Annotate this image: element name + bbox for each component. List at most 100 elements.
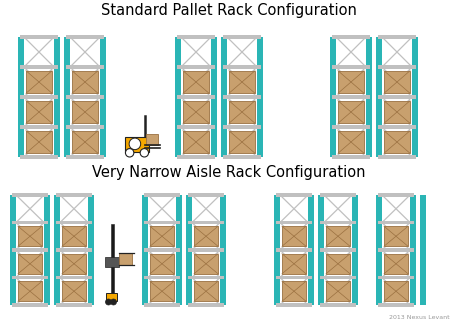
Bar	[20, 155, 58, 159]
Bar	[177, 125, 215, 129]
Text: Standard Pallet Rack Configuration: Standard Pallet Rack Configuration	[101, 3, 357, 18]
Bar	[56, 248, 92, 252]
Bar	[66, 35, 104, 39]
Bar	[183, 131, 209, 153]
Bar	[12, 276, 48, 279]
Bar	[378, 193, 414, 197]
Bar	[276, 248, 312, 252]
Bar	[378, 248, 414, 252]
Bar	[177, 155, 215, 159]
Bar	[338, 71, 364, 93]
Bar	[56, 221, 92, 224]
Bar	[384, 254, 408, 274]
Bar	[420, 195, 426, 305]
Bar	[320, 303, 356, 307]
Bar	[378, 221, 414, 224]
Bar	[384, 226, 408, 246]
Bar	[20, 65, 58, 69]
Bar	[384, 71, 410, 93]
Bar	[150, 254, 174, 274]
Bar	[188, 248, 224, 252]
Bar	[378, 35, 416, 39]
Bar	[188, 303, 224, 307]
Bar	[211, 37, 217, 157]
Bar	[223, 155, 261, 159]
Bar	[44, 195, 50, 305]
Bar	[62, 281, 86, 301]
Bar	[378, 95, 416, 99]
Bar	[220, 195, 226, 305]
Bar	[188, 276, 224, 279]
Bar	[12, 248, 48, 252]
Bar	[352, 195, 358, 305]
Bar	[72, 71, 98, 93]
Bar	[177, 95, 215, 99]
Bar	[276, 303, 312, 307]
Bar	[56, 193, 92, 197]
Bar	[282, 281, 306, 301]
Bar	[282, 254, 306, 274]
Bar	[378, 65, 416, 69]
Bar	[105, 293, 116, 301]
Bar	[326, 254, 350, 274]
Bar	[144, 276, 180, 279]
Bar	[26, 101, 52, 123]
Bar	[378, 155, 416, 159]
Text: Very Narrow Aisle Rack Configuration: Very Narrow Aisle Rack Configuration	[92, 165, 366, 180]
Bar	[338, 131, 364, 153]
Bar	[229, 71, 255, 93]
Bar	[12, 303, 48, 307]
Bar	[276, 193, 312, 197]
Bar	[326, 226, 350, 246]
Text: 2013 Nexus Levant: 2013 Nexus Levant	[389, 315, 450, 320]
Bar	[66, 125, 104, 129]
Bar	[183, 101, 209, 123]
Bar	[384, 101, 410, 123]
Bar	[66, 65, 104, 69]
Bar	[18, 226, 42, 246]
Bar	[186, 195, 192, 305]
Bar	[376, 195, 382, 305]
Bar	[105, 257, 119, 267]
Bar	[320, 193, 356, 197]
Bar	[384, 281, 408, 301]
Bar	[144, 221, 180, 224]
Bar	[183, 71, 209, 93]
Bar	[12, 193, 48, 197]
Bar	[410, 195, 416, 305]
Bar	[332, 95, 370, 99]
Bar	[54, 195, 60, 305]
Bar	[144, 303, 180, 307]
Bar	[194, 226, 218, 246]
Bar	[12, 221, 48, 224]
Bar	[330, 37, 336, 157]
Bar	[332, 155, 370, 159]
Bar	[194, 254, 218, 274]
Bar	[332, 65, 370, 69]
Bar	[26, 71, 52, 93]
Bar	[366, 37, 372, 157]
Bar	[125, 137, 148, 152]
Bar	[223, 95, 261, 99]
Bar	[318, 195, 324, 305]
Bar	[320, 276, 356, 279]
Bar	[72, 101, 98, 123]
Bar	[175, 37, 181, 157]
Bar	[26, 131, 52, 153]
Bar	[56, 303, 92, 307]
Bar	[72, 131, 98, 153]
Bar	[110, 224, 114, 299]
Bar	[332, 35, 370, 39]
Bar	[177, 35, 215, 39]
Bar	[66, 155, 104, 159]
Bar	[223, 35, 261, 39]
Bar	[146, 134, 158, 145]
Bar	[56, 276, 92, 279]
Bar	[144, 248, 180, 252]
Bar	[100, 37, 106, 157]
Bar	[66, 95, 104, 99]
Bar	[20, 95, 58, 99]
Bar	[18, 281, 42, 301]
Bar	[10, 195, 16, 305]
Bar	[276, 276, 312, 279]
